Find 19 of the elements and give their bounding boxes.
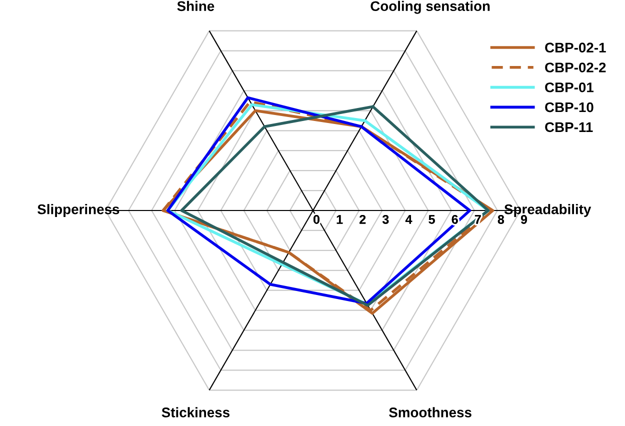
y-tick-label: 8 [498,215,504,224]
y-tick-label: 4 [405,215,412,224]
spoke-label: Cooling sensation [370,0,490,14]
legend-label: CBP-10 [545,102,594,112]
spoke-label: Smoothness [389,407,472,418]
spoke-label: Shine [177,0,214,12]
spoke-label: Stickiness [162,407,230,418]
spoke-label: Spreadability [504,204,592,217]
legend-label: CBP-02-2 [545,62,606,72]
y-tick-label: 1 [336,215,343,224]
legend-label: CBP-11 [545,122,593,132]
legend-label: CBP-02-1 [545,42,606,53]
y-tick-label: 5 [428,215,435,224]
legend-label: CBP-01 [545,82,594,92]
y-tick-label: 2 [360,215,366,224]
y-tick-label: 6 [452,215,458,224]
y-tick-label: 3 [382,215,389,224]
spoke-label: Slipperiness [38,204,120,217]
y-tick-label: 9 [520,215,528,224]
